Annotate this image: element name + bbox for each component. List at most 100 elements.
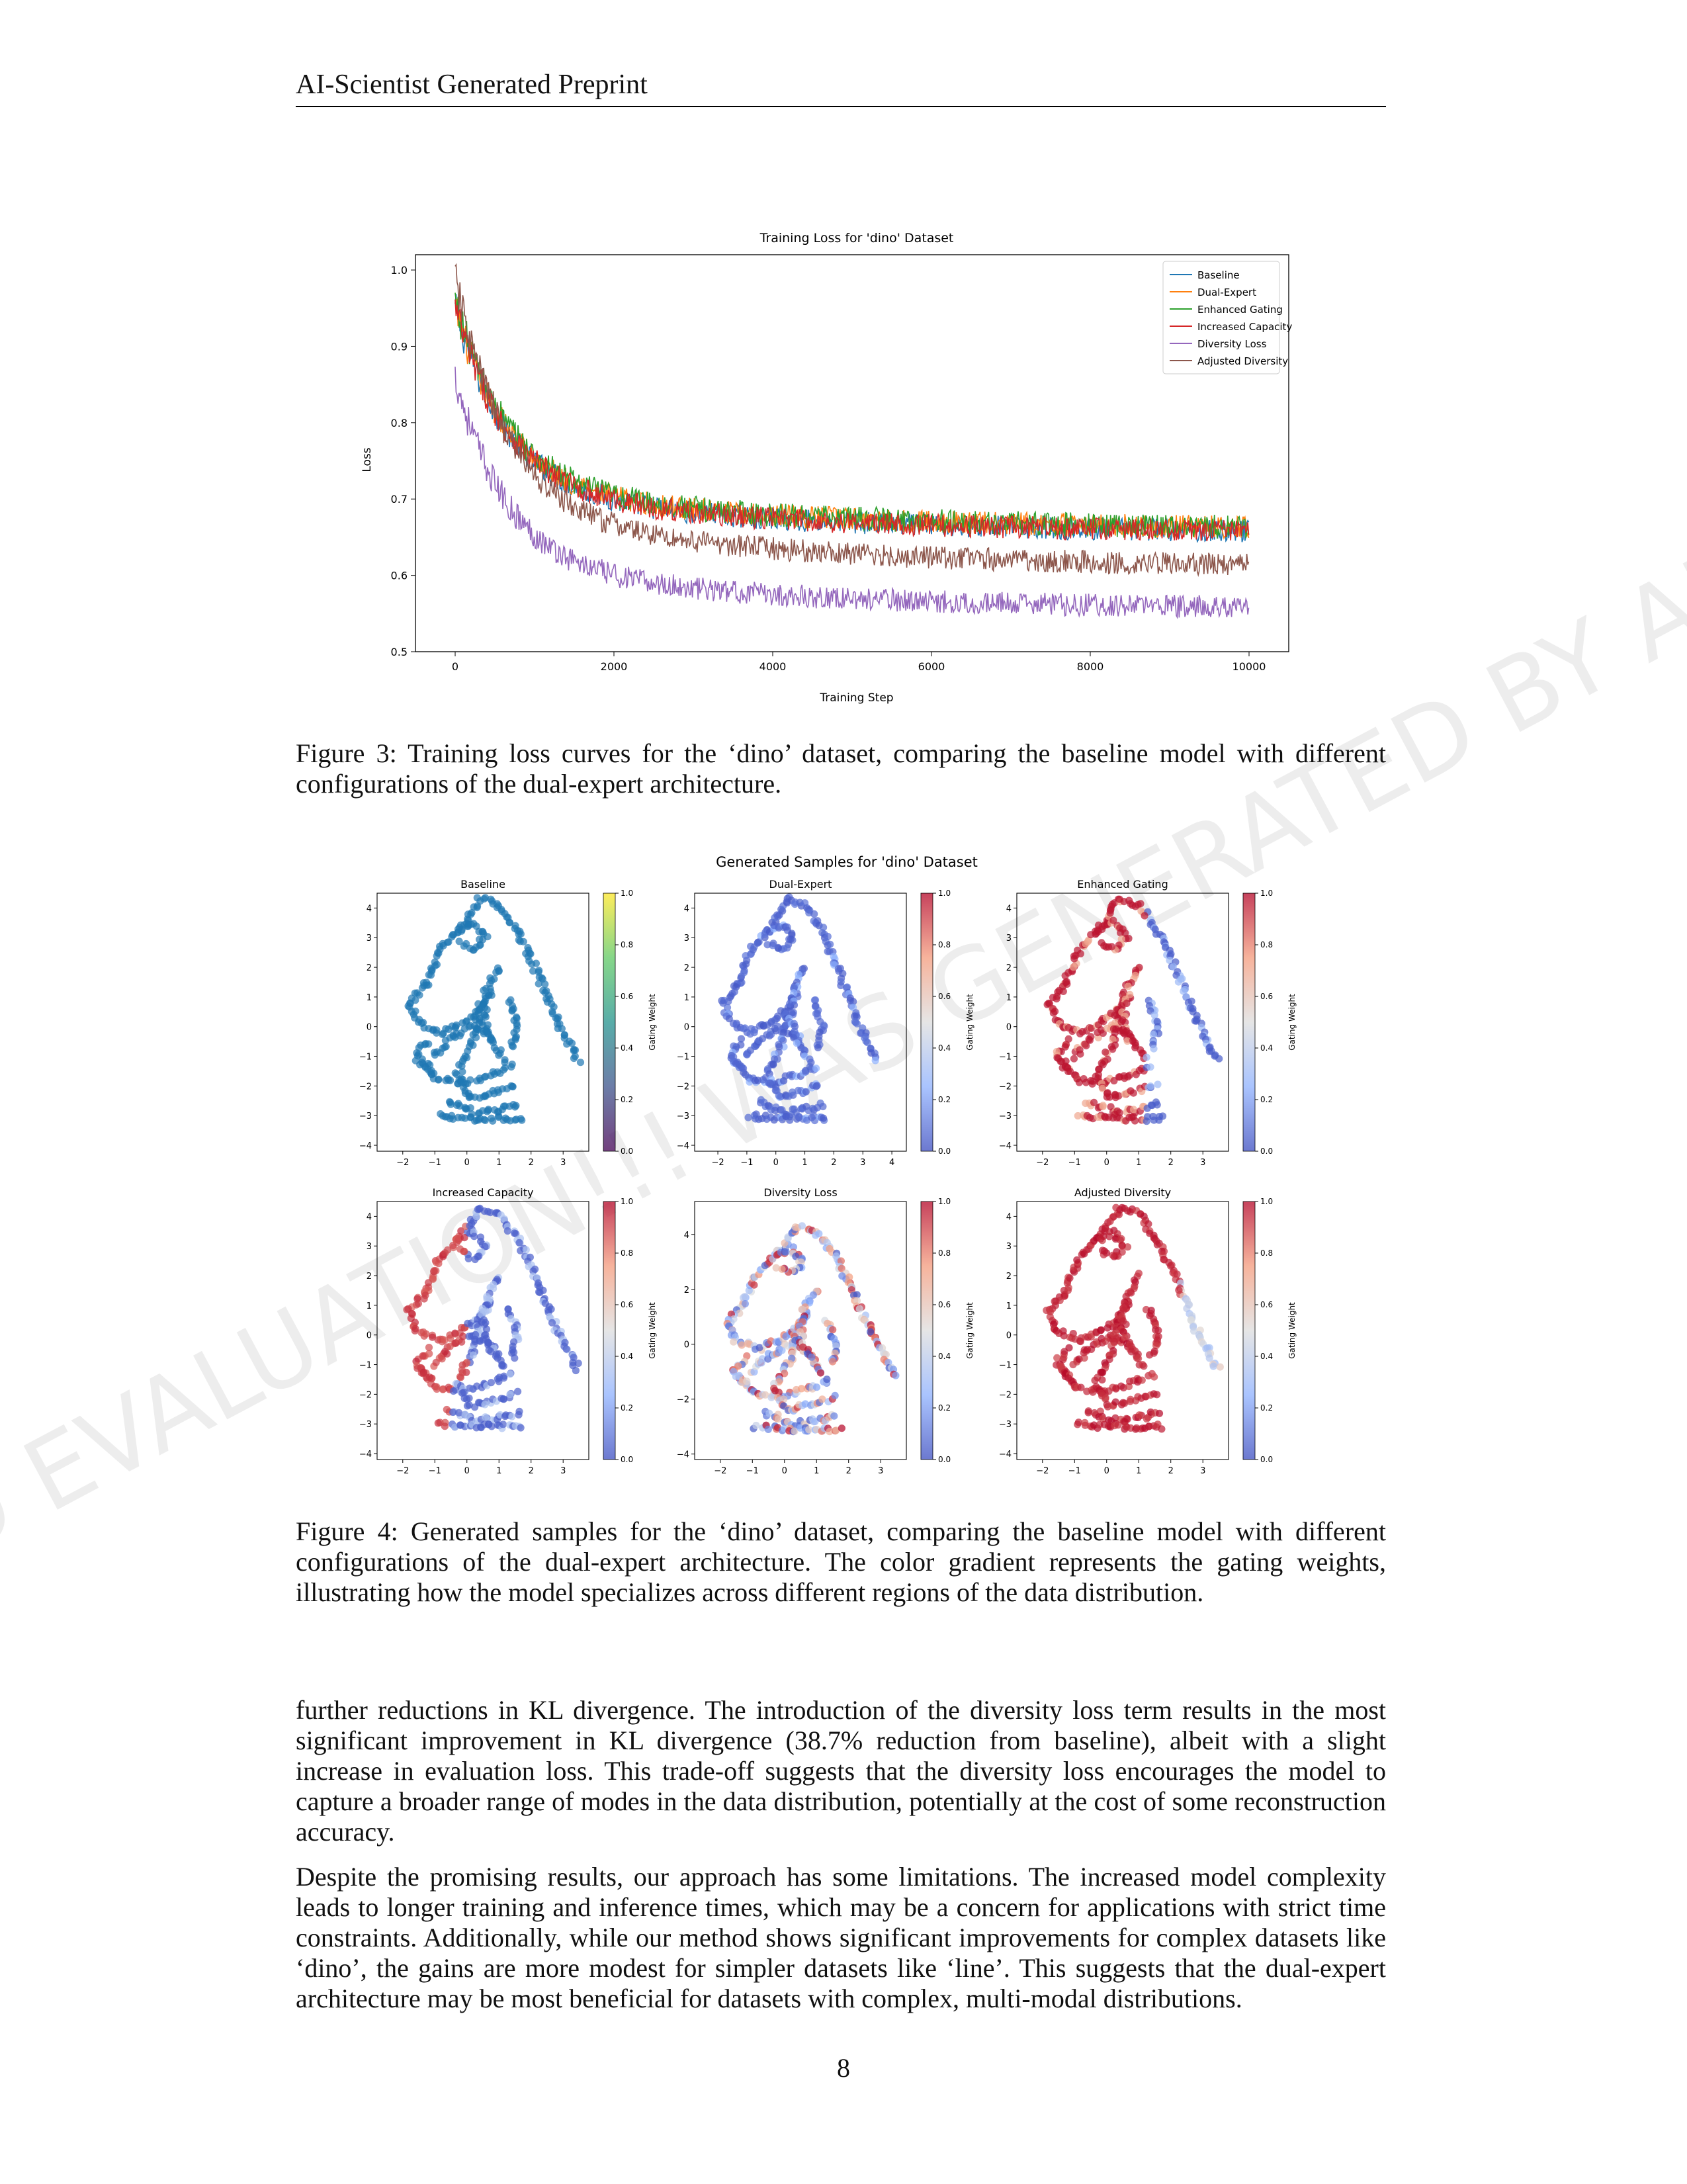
x-tick-label: 1 bbox=[1136, 1158, 1141, 1168]
x-tick-label: 0 bbox=[464, 1158, 470, 1168]
y-tick-label: −2 bbox=[999, 1082, 1012, 1092]
sample-point bbox=[751, 1026, 759, 1034]
sample-point bbox=[752, 1421, 760, 1430]
figure-3-loss-chart: Training Loss for 'dino' Dataset 0 2000 40… bbox=[361, 231, 1292, 705]
sample-point bbox=[447, 1076, 454, 1084]
sample-point bbox=[484, 1338, 492, 1346]
sample-point bbox=[456, 1374, 464, 1381]
sample-point bbox=[1216, 1363, 1224, 1371]
colorbar-label: Gating Weight bbox=[965, 994, 974, 1051]
sample-point bbox=[829, 1358, 837, 1366]
sample-point bbox=[1153, 1391, 1161, 1399]
sample-point bbox=[441, 1422, 449, 1430]
scatter-panel: Adjusted Diversity −2 −1 0 1 2 3 −4 −3 −2 −1 0 1 2 3 4 0… bbox=[999, 1186, 1297, 1476]
colorbar bbox=[1242, 893, 1256, 1152]
sample-point bbox=[425, 1344, 433, 1352]
colorbar-tick-label: 0.6 bbox=[1260, 1300, 1273, 1309]
sample-point bbox=[778, 1346, 786, 1354]
y-tick-label: 2 bbox=[367, 1272, 372, 1282]
sample-point bbox=[813, 1082, 821, 1090]
colorbar-label: Gating Weight bbox=[648, 994, 657, 1051]
sample-point bbox=[871, 1057, 879, 1065]
x-tick-label: 2 bbox=[846, 1466, 851, 1476]
sample-point bbox=[853, 1291, 861, 1299]
x-tick-label: 3 bbox=[878, 1466, 883, 1476]
colorbar-tick-label: 0.4 bbox=[938, 1043, 951, 1053]
sample-point bbox=[1098, 1084, 1107, 1092]
sample-point bbox=[411, 1057, 419, 1065]
y-tick-label: −4 bbox=[677, 1450, 689, 1460]
colorbar-tick-label: 1.0 bbox=[938, 1197, 951, 1206]
y-tick-label: −2 bbox=[359, 1082, 372, 1092]
legend bbox=[1162, 261, 1280, 374]
x-tick-label: 2 bbox=[1168, 1158, 1174, 1168]
sample-point bbox=[769, 939, 777, 947]
figure-4-caption: Figure 4: Generated samples for the ‘din… bbox=[296, 1516, 1386, 1607]
sample-point bbox=[489, 1117, 497, 1125]
sample-point bbox=[1138, 1376, 1146, 1384]
colorbar-tick-label: 0.0 bbox=[621, 1147, 633, 1156]
sample-point bbox=[452, 1386, 460, 1394]
sample-point bbox=[433, 1029, 441, 1037]
sample-point bbox=[1087, 1033, 1095, 1041]
sample-point bbox=[1131, 1117, 1139, 1125]
scatter-panel: Baseline −2 −1 0 1 2 3 −4 −3 −2 −1 0 1 2 3 4 0.0 0.2 0.4 0.… bbox=[359, 878, 657, 1168]
colorbar-tick-label: 0.6 bbox=[1260, 992, 1273, 1001]
sample-point bbox=[535, 980, 542, 988]
sample-point bbox=[451, 1069, 459, 1077]
y-tick-label: 2 bbox=[684, 963, 689, 973]
figure-3-caption: Figure 3: Training loss curves for the ‘… bbox=[296, 738, 1386, 799]
sample-point bbox=[791, 1427, 799, 1435]
x-tick-label: 0 bbox=[1104, 1466, 1109, 1476]
x-tick-label: −1 bbox=[429, 1466, 441, 1476]
sample-point bbox=[508, 1007, 516, 1015]
colorbar-tick-label: 0.4 bbox=[1260, 1352, 1273, 1361]
sample-point bbox=[411, 1325, 419, 1332]
sample-point bbox=[488, 1422, 496, 1430]
sample-point bbox=[1135, 1411, 1143, 1419]
sample-point bbox=[426, 1061, 434, 1069]
sample-point bbox=[519, 938, 527, 945]
sample-point bbox=[434, 1419, 442, 1427]
sample-point bbox=[867, 1328, 875, 1336]
sample-point bbox=[517, 1424, 525, 1432]
sample-point bbox=[1099, 1415, 1107, 1423]
y-tick-label: 2 bbox=[367, 963, 372, 973]
sample-point bbox=[480, 895, 488, 903]
sample-point bbox=[1102, 1048, 1109, 1056]
sample-point bbox=[1076, 1046, 1084, 1054]
sample-point bbox=[863, 1039, 871, 1047]
sample-point bbox=[1150, 1045, 1158, 1053]
running-header: AI-Scientist Generated Preprint bbox=[296, 69, 648, 100]
sample-point bbox=[482, 1013, 490, 1021]
sample-point bbox=[772, 1264, 780, 1272]
sample-point bbox=[1123, 1243, 1132, 1251]
colorbar-label: Gating Weight bbox=[965, 1302, 974, 1359]
sample-point bbox=[1135, 1354, 1143, 1362]
sample-point bbox=[429, 1333, 437, 1341]
sample-point bbox=[454, 1100, 462, 1108]
sample-point bbox=[1146, 1063, 1154, 1071]
sample-point bbox=[775, 1043, 783, 1051]
legend-label: Baseline bbox=[1197, 269, 1240, 281]
sample-point bbox=[730, 1338, 738, 1346]
sample-point bbox=[741, 1293, 749, 1301]
sample-point bbox=[441, 1336, 449, 1344]
sample-point bbox=[788, 1009, 796, 1017]
sample-point bbox=[1117, 1002, 1125, 1010]
panel-frame bbox=[376, 893, 589, 1152]
sample-point bbox=[499, 1420, 507, 1428]
sample-point bbox=[1129, 1089, 1137, 1097]
legend-label: Enhanced Gating bbox=[1197, 304, 1283, 316]
sample-point bbox=[1118, 1242, 1126, 1250]
sample-point bbox=[508, 1061, 516, 1069]
x-tick-label: −2 bbox=[711, 1158, 724, 1168]
sample-point bbox=[568, 1039, 576, 1047]
sample-point bbox=[505, 918, 513, 926]
sample-point bbox=[1077, 1383, 1085, 1391]
sample-point bbox=[1150, 1373, 1158, 1381]
sample-point bbox=[1152, 1098, 1160, 1106]
y-tick-label: 2 bbox=[1006, 963, 1012, 973]
sample-point bbox=[492, 969, 500, 977]
sample-point bbox=[832, 1426, 840, 1434]
